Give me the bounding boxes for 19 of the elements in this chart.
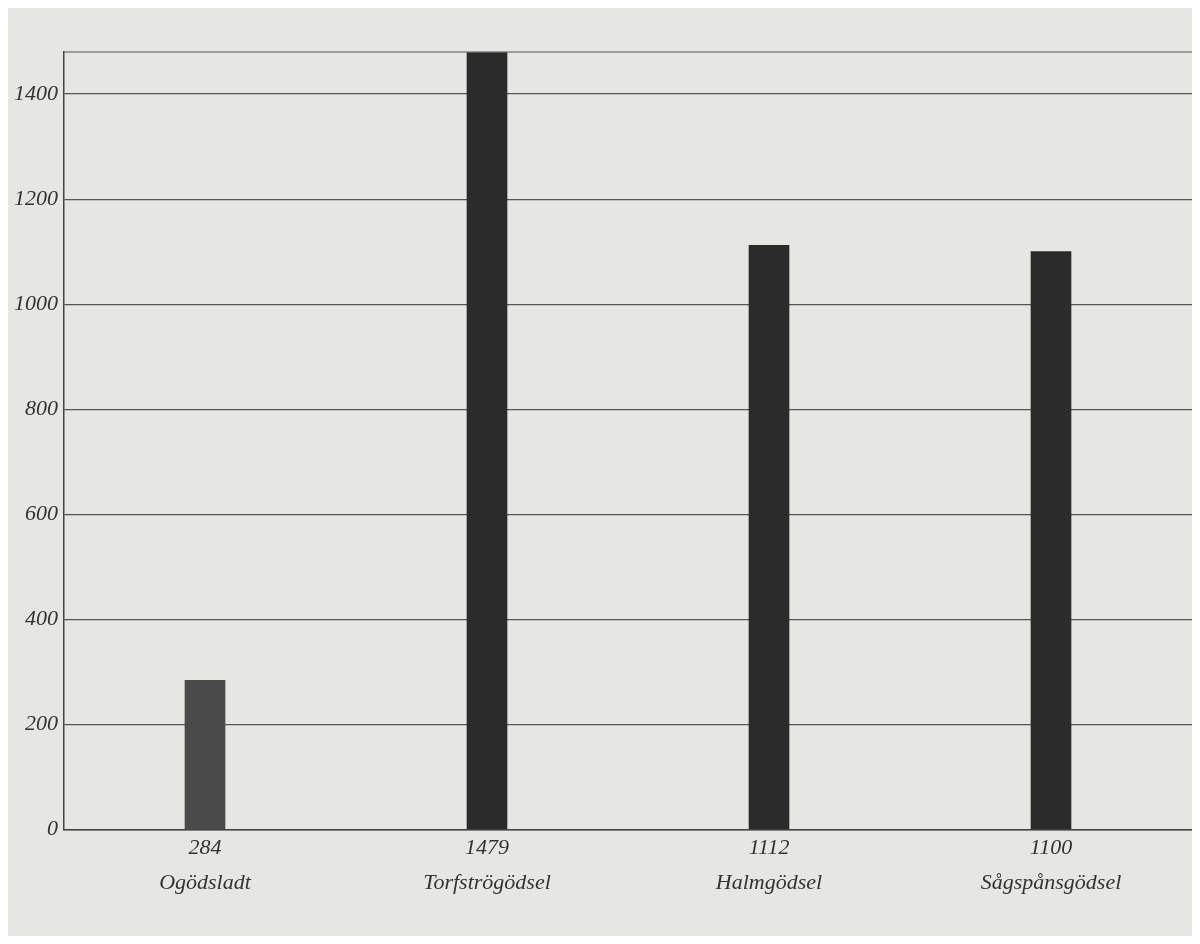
bar [1030,251,1072,830]
x-tick-label: Ogödsladt [159,868,252,894]
x-tick-label: Sågspånsgödsel [980,868,1122,894]
x-tick-label: Halmgödsel [714,868,823,894]
data-label: 1479 [465,834,509,860]
data-label: 1100 [1029,834,1073,860]
y-tick-label: 600 [25,500,58,526]
y-tick-label: 200 [25,710,58,736]
y-tick-label: 0 [47,815,58,841]
y-tick-label: 1000 [14,289,58,315]
data-label: 284 [188,834,222,860]
data-label: 1112 [748,834,790,860]
y-tick-label: 1200 [14,184,58,210]
bar [748,245,790,830]
x-tick-label: Torfströgödsel [423,868,551,894]
bar [466,52,508,830]
y-tick-label: 400 [25,605,58,631]
y-tick-label: 1400 [14,79,58,105]
y-tick-label: 800 [25,395,58,421]
